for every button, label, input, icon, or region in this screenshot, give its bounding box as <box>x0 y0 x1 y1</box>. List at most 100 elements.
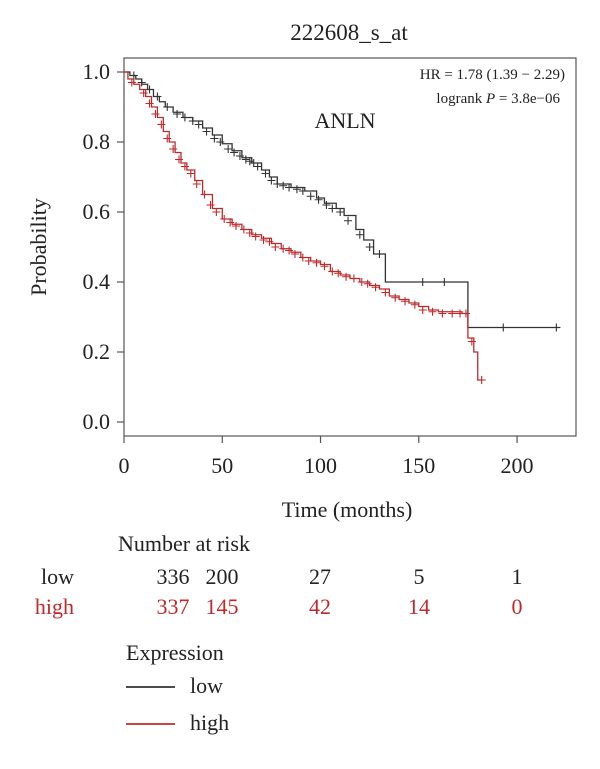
censor-mark-low <box>245 157 254 166</box>
censor-mark-high <box>467 337 476 346</box>
y-tick-label: 0.2 <box>83 339 111 364</box>
logrank-prefix: logrank <box>436 91 486 107</box>
censor-mark-high <box>212 208 221 216</box>
censor-mark-high <box>357 278 366 286</box>
censor-mark-high <box>145 99 154 108</box>
censor-mark-high <box>410 300 419 309</box>
risk-value: 145 <box>206 594 239 619</box>
chart-title: 222608_s_at <box>290 20 408 45</box>
risk-row-label-high: high <box>35 594 74 619</box>
censor-mark-low <box>129 71 138 80</box>
censor-mark-high <box>271 243 280 251</box>
censor-mark-low <box>153 92 162 101</box>
censor-mark-low <box>210 134 219 143</box>
censor-mark-high <box>251 232 260 241</box>
censor-mark-high <box>418 306 427 314</box>
x-axis: 0 50 100 150 200 <box>119 436 534 478</box>
risk-value: 14 <box>408 594 430 619</box>
censor-mark-low <box>328 204 337 213</box>
censor-mark-low <box>261 169 270 178</box>
censor-mark-low <box>235 152 244 160</box>
censor-mark-high <box>342 272 351 281</box>
censor-mark-high <box>226 218 235 227</box>
risk-value: 0 <box>512 594 523 619</box>
censor-mark-high <box>127 78 136 87</box>
censor-mark-low <box>188 117 197 125</box>
censor-mark-high <box>304 257 313 265</box>
censor-mark-low <box>322 201 331 209</box>
plot-frame <box>123 57 577 437</box>
censor-mark-high <box>477 376 486 384</box>
risk-value: 1 <box>512 564 523 589</box>
censor-mark-low <box>230 148 239 157</box>
censor-mark-low <box>292 185 301 194</box>
risk-table: low 336 200 27 5 1 high 337 145 42 14 0 <box>35 564 523 619</box>
legend-label-low: low <box>190 673 223 698</box>
risk-value: 337 <box>157 594 190 619</box>
censor-mark-high <box>245 229 254 237</box>
censor-mark-high <box>391 293 400 302</box>
legend-label-high: high <box>190 710 229 735</box>
risk-value: 200 <box>206 564 239 589</box>
censor-mark-high <box>139 89 148 97</box>
censor-mark-high <box>180 162 189 171</box>
censor-mark-high <box>320 262 329 271</box>
censor-mark-low <box>163 103 172 111</box>
y-tick-label: 0.8 <box>83 129 111 154</box>
x-tick-label: 50 <box>211 453 233 478</box>
censor-mark-high <box>381 288 390 297</box>
censor-mark-low <box>314 195 323 204</box>
survival-curve-high <box>124 71 482 381</box>
censor-mark-low <box>180 113 189 122</box>
risk-value: 5 <box>414 564 425 589</box>
censor-mark-low <box>365 243 374 251</box>
censor-mark-high <box>279 244 288 253</box>
x-tick-label: 150 <box>402 453 435 478</box>
censor-mark-high <box>438 309 447 318</box>
censor-mark-low <box>418 278 427 286</box>
y-tick-label: 1.0 <box>83 59 111 84</box>
censor-mark-high <box>428 307 437 316</box>
x-tick-label: 100 <box>304 453 337 478</box>
logrank-p-symbol: P <box>485 91 495 107</box>
x-tick-label: 0 <box>119 453 130 478</box>
censor-mark-high <box>232 222 241 230</box>
censor-mark-high <box>312 258 321 267</box>
censor-mark-high <box>259 236 268 244</box>
x-axis-label: Time (months) <box>282 497 413 522</box>
censor-mark-low <box>440 278 449 286</box>
risk-row-label-low: low <box>41 564 74 589</box>
censor-mark-low <box>249 159 258 167</box>
censor-mark-high <box>151 110 160 118</box>
y-tick-label: 0.6 <box>83 199 111 224</box>
censor-mark-low <box>298 187 307 195</box>
censor-mark-low <box>137 78 146 87</box>
risk-table-title: Number at risk <box>118 531 250 556</box>
censor-mark-low <box>194 120 203 129</box>
survival-curves <box>124 71 561 384</box>
y-axis-label: Probability <box>26 198 51 296</box>
x-tick-label: 200 <box>501 453 534 478</box>
y-tick-label: 0.4 <box>83 269 111 294</box>
censor-mark-high <box>401 297 410 306</box>
censor-mark-low <box>355 230 364 239</box>
censor-mark-high <box>448 309 457 318</box>
censor-mark-low <box>216 138 225 146</box>
hazard-ratio-text: HR = 1.78 (1.39 − 2.29) <box>420 67 565 83</box>
censor-mark-high <box>157 120 166 129</box>
censor-mark-low <box>241 155 250 164</box>
risk-value: 27 <box>309 564 331 589</box>
censor-mark-low <box>344 216 353 225</box>
censor-mark-low <box>336 208 345 216</box>
censor-mark-high <box>285 246 294 255</box>
censor-mark-high <box>349 274 358 283</box>
censor-mark-high <box>200 190 209 199</box>
censor-mark-high <box>163 134 172 143</box>
logrank-value: = 3.8e−06 <box>495 91 560 107</box>
risk-value: 42 <box>309 594 331 619</box>
logrank-text: logrank P = 3.8e−06 <box>436 91 560 107</box>
censor-mark-high <box>169 145 178 153</box>
censor-mark-high <box>175 155 184 164</box>
risk-value: 336 <box>157 564 190 589</box>
legend-title: Expression <box>126 640 224 665</box>
